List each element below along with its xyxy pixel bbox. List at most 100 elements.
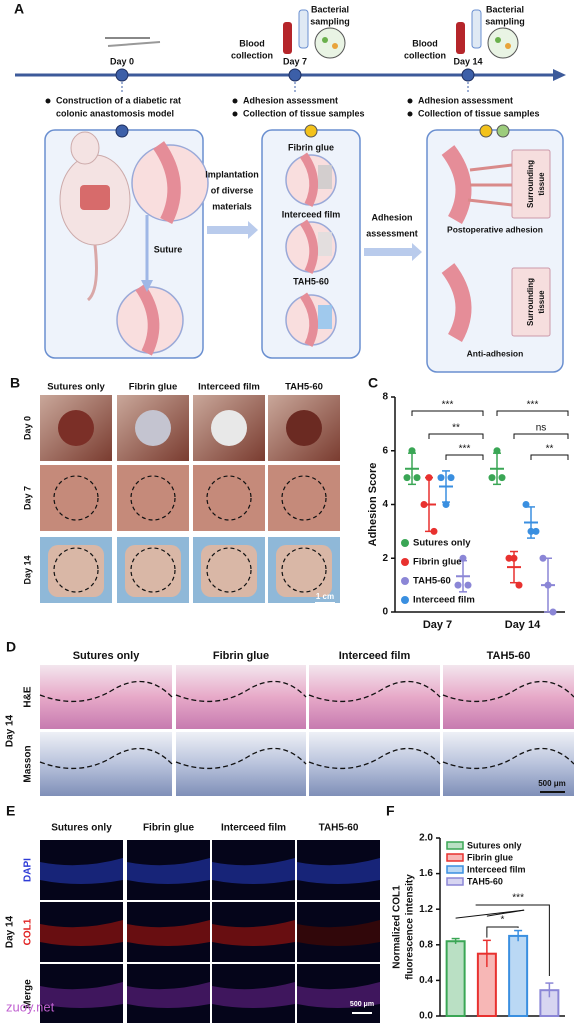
- label: DAPI: [23, 858, 34, 882]
- blood-tube: [283, 22, 292, 54]
- tissue: [201, 545, 257, 597]
- data-point: [522, 501, 530, 508]
- tissue-signal: [212, 982, 295, 1008]
- label: Fibrin glue: [143, 823, 195, 834]
- data-point: [510, 554, 518, 562]
- region-circle: [281, 547, 327, 593]
- sig-bracket: [411, 410, 484, 416]
- data-point: [493, 447, 501, 455]
- rat-incision: [80, 185, 110, 210]
- colon-sample: [286, 410, 322, 446]
- sig-bracket: [513, 433, 569, 439]
- tissue-signal: [212, 920, 295, 946]
- data-point: [464, 581, 472, 589]
- label: Surrounding: [526, 278, 535, 326]
- data-point: [498, 474, 506, 482]
- label: colonic anastomosis model: [56, 108, 174, 118]
- process-arrow: [207, 221, 258, 239]
- label: ***: [442, 400, 454, 411]
- gross-photo: [268, 465, 340, 531]
- label: Surrounding: [526, 160, 535, 208]
- y-tick-label: 4: [382, 499, 388, 510]
- day-dot: [461, 68, 475, 82]
- tissue-signal: [297, 858, 380, 884]
- bacteria: [505, 43, 511, 49]
- fibrin-patch: [318, 165, 332, 189]
- axis-title: Adhesion Score: [367, 463, 379, 547]
- label: Collection of tissue samples: [418, 108, 540, 118]
- bar: [508, 934, 529, 1018]
- tissue: [276, 545, 332, 597]
- x-tick-label: Day 14: [505, 619, 541, 631]
- colon: [441, 145, 472, 224]
- panel-label: D: [6, 639, 16, 655]
- label: ***: [527, 400, 539, 411]
- data-point: [527, 527, 535, 535]
- legend-swatch: [446, 865, 464, 874]
- label: 500 μm: [350, 1001, 374, 1008]
- panel-label: F: [386, 803, 395, 819]
- bullet: [407, 98, 413, 104]
- colon-sample: [211, 410, 247, 446]
- process-arrow: [364, 243, 422, 261]
- label: 1 cm: [316, 592, 334, 601]
- tissue: [48, 545, 104, 597]
- data-point: [408, 447, 416, 455]
- region-circle: [53, 547, 99, 593]
- tissue-signal: [212, 858, 295, 884]
- sample-tube: [471, 9, 482, 49]
- label: Sutures only: [51, 823, 112, 834]
- axis-title: fluorescence intensity: [405, 874, 416, 980]
- histology-image: [40, 732, 172, 796]
- label: Anti-adhesion: [467, 348, 524, 358]
- legend-label: Sutures only: [413, 538, 471, 549]
- blood-tube: [456, 22, 465, 54]
- data-point: [532, 527, 540, 535]
- stage-dot: [304, 124, 318, 138]
- stage-dot: [115, 124, 129, 138]
- label: Interceed film: [198, 382, 260, 393]
- label: tissue: [537, 172, 546, 196]
- label: Blood: [412, 38, 438, 48]
- tissue-signal: [127, 982, 210, 1008]
- region-circle: [206, 475, 252, 521]
- timeline-arrow: [553, 69, 566, 81]
- label: Sutures only: [47, 382, 105, 393]
- label: sampling: [485, 16, 525, 26]
- label: Fibrin glue: [213, 650, 269, 662]
- legend-label: Interceed film: [467, 864, 526, 874]
- histology-image: [40, 665, 172, 729]
- label: Interceed film: [221, 823, 286, 834]
- rat-tail: [86, 244, 98, 302]
- label: Masson: [23, 745, 34, 782]
- sig-bracket: [428, 433, 484, 439]
- sig-bracket: [486, 926, 519, 938]
- sig-bracket: [445, 454, 484, 460]
- colon-sample: [58, 410, 94, 446]
- y-tick-label: 0.4: [419, 975, 433, 986]
- tool: [107, 41, 161, 47]
- boundary-line: [39, 680, 173, 703]
- panel-label: E: [6, 803, 15, 819]
- stage-dot: [496, 124, 510, 138]
- legend-label: TAH5-60: [467, 876, 503, 886]
- legend-marker: [401, 539, 409, 547]
- tah-patch: [318, 305, 332, 329]
- label: Collection of tissue samples: [243, 108, 365, 118]
- bacteria-bubble: [314, 27, 346, 59]
- label: TAH5-60: [487, 650, 531, 662]
- label: collection: [404, 50, 446, 60]
- boundary-line: [175, 747, 307, 770]
- boundary-line: [442, 680, 574, 703]
- label: Adhesion assessment: [243, 95, 338, 105]
- colon-sample: [135, 410, 171, 446]
- bar: [445, 940, 466, 1017]
- data-point: [539, 554, 547, 562]
- label: Bacterial: [311, 4, 349, 14]
- colon: [299, 152, 319, 207]
- sig-bracket: [530, 454, 569, 460]
- colon: [441, 263, 472, 342]
- data-point: [459, 554, 467, 562]
- rat-head: [70, 131, 100, 165]
